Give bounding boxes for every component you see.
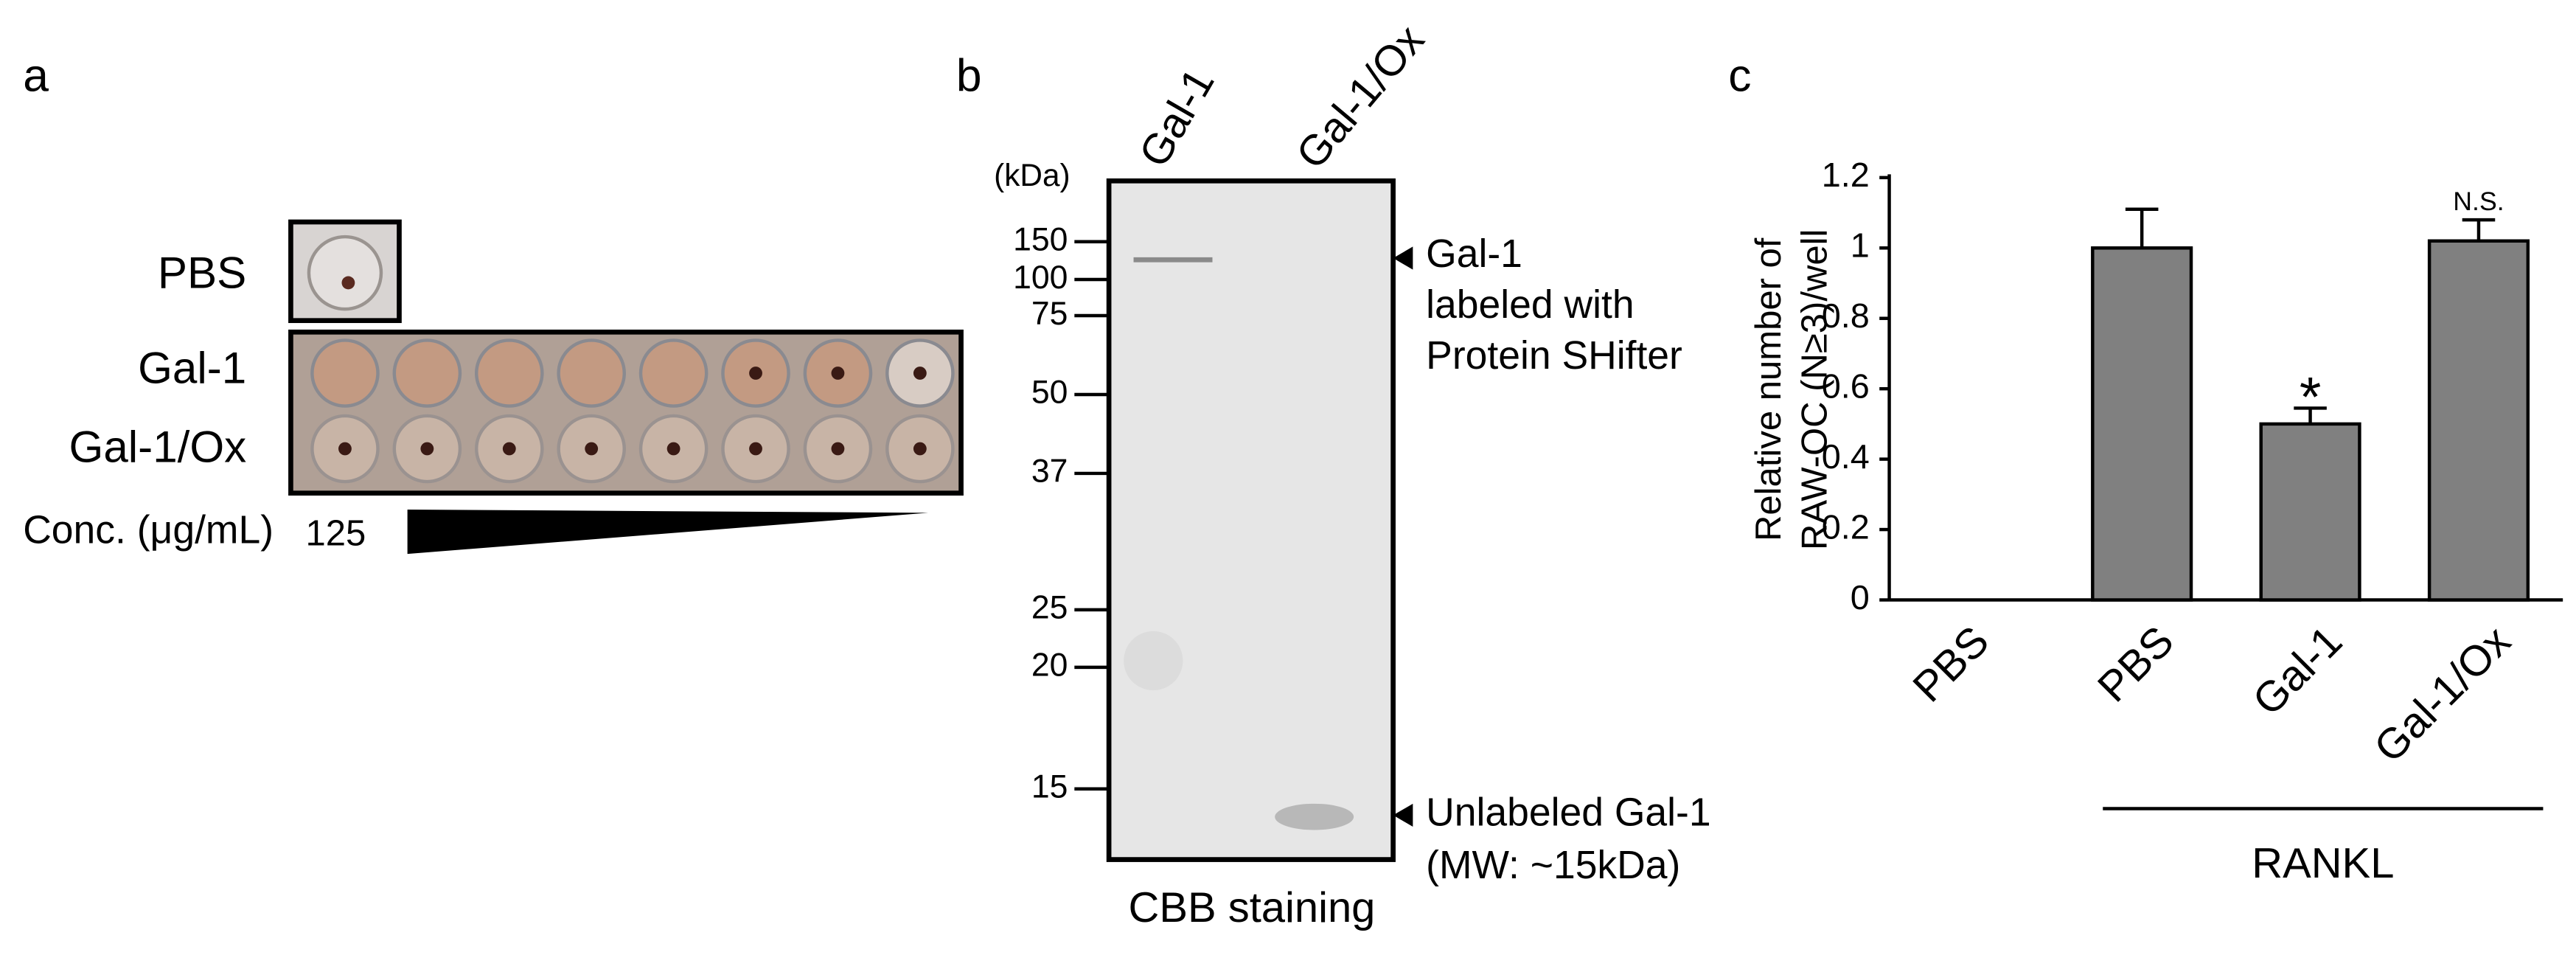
pellet [585, 442, 599, 456]
annotation: Gal-1 [1426, 232, 1522, 276]
pellet [502, 442, 516, 456]
significance-label: N.S. [2453, 187, 2504, 216]
marker-label: 15 [1031, 769, 1068, 805]
gel-band [1275, 803, 1354, 830]
x-tick-label: Gal-1/Ox [2366, 617, 2520, 771]
row-label: PBS [158, 248, 246, 297]
well [307, 235, 383, 311]
pellet [831, 442, 845, 456]
annotation: (MW: ~15kDa) [1426, 844, 1680, 887]
annotation: Unlabeled Gal-1 [1426, 791, 1710, 835]
marker-label: 25 [1031, 590, 1068, 626]
y-tick-label: 0.4 [1822, 437, 1870, 476]
y-tick-label: 0.8 [1822, 296, 1870, 335]
x-tick-label: Gal-1 [2244, 617, 2351, 724]
caption: CBB staining [1129, 884, 1376, 931]
well [638, 338, 709, 408]
row-label: Gal-1/Ox [69, 423, 247, 472]
lane-label: Gal-1/Ox [1287, 16, 1433, 178]
conc-label: Conc. (μg/mL) [23, 508, 274, 552]
annotation: Protein SHifter [1426, 334, 1682, 378]
y-tick-label: 0.6 [1822, 367, 1870, 406]
marker-label: 150 [1013, 222, 1068, 258]
lane-label: Gal-1 [1130, 60, 1223, 175]
bar-chart: 0 0.2 0.4 0.6 0.8 1 1.2 PBS PBS Gal-1 * Gal-1/Ox N.S… [1822, 156, 2563, 771]
pellet [749, 367, 762, 380]
marker-label: 100 [1013, 260, 1068, 296]
well [557, 338, 626, 408]
concentration-wedge [407, 509, 928, 555]
marker-label: 20 [1031, 647, 1068, 684]
well [474, 338, 544, 408]
bar [2091, 246, 2193, 602]
conc-value: 125 [305, 514, 366, 554]
pellet [749, 442, 762, 456]
x-tick-label: PBS [2089, 617, 2183, 711]
marker-label: 50 [1031, 375, 1068, 411]
well [392, 338, 462, 408]
group-label: RANKL [2252, 840, 2394, 887]
y-axis-label: Relative number of [1749, 237, 1789, 541]
pellet [420, 442, 434, 456]
y-tick-label: 0 [1851, 578, 1870, 617]
gel [1106, 178, 1396, 862]
bar [2259, 422, 2361, 602]
well [310, 338, 380, 408]
row-label: Gal-1 [138, 344, 246, 393]
pellet [913, 367, 927, 380]
pellet [338, 442, 352, 456]
pellet [341, 276, 355, 290]
wells [310, 338, 955, 484]
significance-label: * [2300, 367, 2321, 429]
y-tick-label: 1 [1851, 226, 1870, 265]
y-axis-label: RAW-OC (N≥3)/well [1795, 229, 1834, 550]
arrowhead [1393, 246, 1413, 270]
y-tick-label: 1.2 [1822, 156, 1870, 194]
marker-label: 75 [1031, 296, 1068, 332]
pellet [831, 367, 845, 380]
bar [2427, 239, 2530, 602]
panel-label: b [956, 51, 982, 102]
panel-label: c [1728, 51, 1751, 102]
x-tick-label: PBS [1904, 617, 1998, 711]
pellet [666, 442, 680, 456]
marker-label: 37 [1031, 454, 1068, 490]
panel-label: a [23, 51, 49, 102]
y-tick-label: 0.2 [1822, 507, 1870, 546]
unit-label: (kDa) [994, 158, 1070, 192]
pellet [913, 442, 927, 456]
gel-spot [1124, 631, 1183, 691]
annotation: labeled with [1426, 283, 1634, 327]
arrowhead [1393, 803, 1413, 827]
